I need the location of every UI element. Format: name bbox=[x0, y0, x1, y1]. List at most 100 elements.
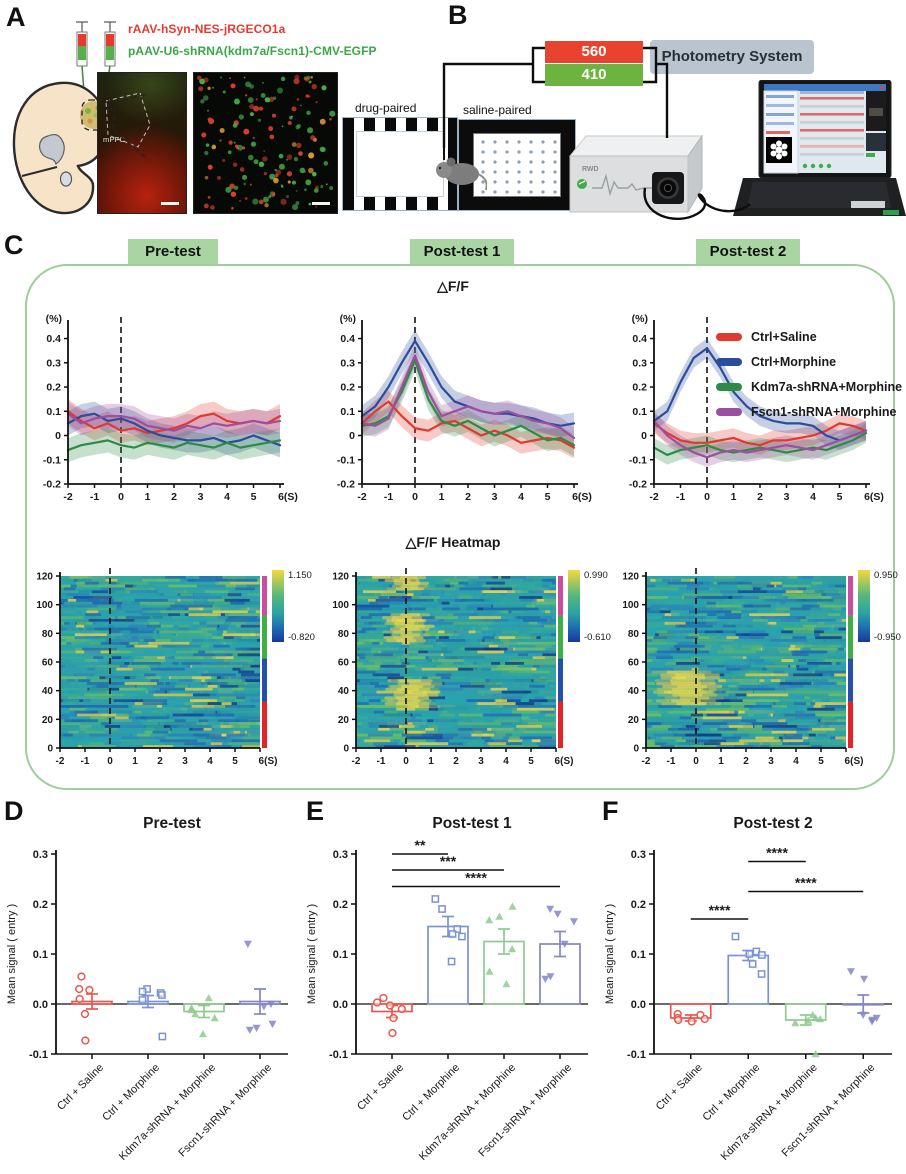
pretest-heatmap: 0 20 40 60 80 100 120 -2 -1 0 1 2 3 4 5 6(S) 1.150 -0.820 bbox=[36, 568, 315, 767]
svg-text:-2: -2 bbox=[357, 491, 366, 503]
svg-text:0.0: 0.0 bbox=[333, 999, 348, 1011]
scale-bar bbox=[312, 202, 330, 205]
svg-text:1: 1 bbox=[718, 756, 724, 767]
svg-text:Mean signal ( entry ): Mean signal ( entry ) bbox=[306, 904, 318, 1004]
svg-text:0.3: 0.3 bbox=[631, 849, 646, 861]
svg-text:120: 120 bbox=[36, 572, 53, 583]
svg-text:Ctrl + Saline: Ctrl + Saline bbox=[355, 1062, 406, 1113]
svg-text:-0.610: -0.610 bbox=[584, 632, 611, 643]
svg-text:4: 4 bbox=[207, 756, 213, 767]
panel-e-label: E bbox=[306, 796, 325, 826]
fiber-bundle-view bbox=[766, 137, 792, 163]
svg-text:2: 2 bbox=[465, 491, 471, 503]
svg-text:3: 3 bbox=[182, 756, 188, 767]
svg-text:2: 2 bbox=[453, 756, 459, 767]
svg-text:-0.1: -0.1 bbox=[337, 454, 355, 466]
svg-text:5: 5 bbox=[545, 491, 551, 503]
svg-text:60: 60 bbox=[628, 658, 640, 669]
heatmap-section-title: △F/F Heatmap bbox=[405, 534, 501, 550]
svg-text:120: 120 bbox=[332, 572, 349, 583]
svg-text:0: 0 bbox=[118, 491, 124, 503]
legend-swatch-0 bbox=[716, 333, 742, 341]
legend-swatch-1 bbox=[716, 358, 742, 366]
svg-text:0.1: 0.1 bbox=[33, 949, 48, 961]
svg-text:0: 0 bbox=[55, 430, 61, 442]
svg-text:-0.1: -0.1 bbox=[629, 454, 647, 466]
svg-text:Kdm7a-shRNA + Morphine: Kdm7a-shRNA + Morphine bbox=[417, 1062, 518, 1163]
svg-text:0.990: 0.990 bbox=[584, 570, 608, 581]
svg-text:0.0: 0.0 bbox=[33, 999, 48, 1011]
svg-text:****: **** bbox=[766, 845, 788, 861]
svg-text:Mean signal ( entry ): Mean signal ( entry ) bbox=[604, 904, 616, 1004]
trace-section-title: △F/F bbox=[437, 278, 469, 294]
posttest2-trace-chart: 0.4 0.3 0.2 0.1 0 -0.1 -0.2-2 -1 0 1 2 3 4 5 6(S) (%) bbox=[629, 313, 884, 503]
svg-text:5: 5 bbox=[528, 756, 534, 767]
svg-text:-0.950: -0.950 bbox=[874, 632, 901, 643]
svg-text:6(S): 6(S) bbox=[572, 491, 592, 503]
svg-text:40: 40 bbox=[42, 686, 54, 697]
pretest-bar-chart: Pre-test Mean signal ( entry ) 0.3 0.2 0.1 0.… bbox=[6, 815, 288, 1163]
trace-legend: Ctrl+Saline Ctrl+Morphine Kdm7a-shRNA+Mo… bbox=[716, 330, 902, 430]
svg-text:Ctrl + Morphine: Ctrl + Morphine bbox=[700, 1062, 762, 1124]
laptop bbox=[733, 80, 906, 216]
svg-text:0: 0 bbox=[107, 756, 113, 767]
svg-text:(%): (%) bbox=[46, 313, 62, 325]
drug-paired-label: drug-paired bbox=[355, 101, 417, 115]
scale-bar bbox=[161, 202, 179, 205]
svg-text:-2: -2 bbox=[642, 756, 651, 767]
legend-item-ctrl-morphine: Ctrl+Morphine bbox=[716, 355, 902, 369]
svg-text:60: 60 bbox=[42, 658, 54, 669]
svg-text:6(S): 6(S) bbox=[555, 756, 574, 767]
svg-text:***: *** bbox=[440, 853, 457, 869]
svg-text:Ctrl + Morphine: Ctrl + Morphine bbox=[100, 1062, 162, 1124]
svg-text:0.1: 0.1 bbox=[632, 406, 647, 418]
svg-text:0.3: 0.3 bbox=[33, 849, 48, 861]
svg-text:0.4: 0.4 bbox=[632, 333, 647, 345]
svg-text:Fscn1-shRNA + Morphine: Fscn1-shRNA + Morphine bbox=[476, 1062, 574, 1160]
svg-text:0: 0 bbox=[693, 756, 699, 767]
panel-a-label: A bbox=[6, 2, 26, 32]
svg-text:100: 100 bbox=[36, 600, 53, 611]
svg-text:5: 5 bbox=[818, 756, 824, 767]
svg-text:-2: -2 bbox=[649, 491, 658, 503]
legend-swatch-3 bbox=[716, 408, 742, 416]
photometry-system-label: Photometry System bbox=[650, 40, 814, 74]
pretest-trace-chart: 0.4 0.3 0.2 0.1 0 -0.1 -0.2-2 -1 0 1 2 3 4 5 6(S) (%) bbox=[43, 313, 298, 503]
svg-text:(%): (%) bbox=[632, 313, 648, 325]
svg-text:6(S): 6(S) bbox=[259, 756, 278, 767]
svg-text:-1: -1 bbox=[676, 491, 685, 503]
svg-text:0.1: 0.1 bbox=[340, 406, 355, 418]
svg-text:6(S): 6(S) bbox=[845, 756, 864, 767]
svg-text:3: 3 bbox=[478, 756, 484, 767]
svg-text:Mean signal ( entry ): Mean signal ( entry ) bbox=[6, 904, 18, 1004]
svg-text:-0.1: -0.1 bbox=[627, 1049, 646, 1061]
panel-c-label: C bbox=[4, 230, 24, 260]
posttest1-trace-chart: 0.4 0.3 0.2 0.1 0 -0.1 -0.2-2 -1 0 1 2 3 4 5 6(S) (%) bbox=[337, 313, 592, 503]
mpfc-region-label: mPFC bbox=[103, 135, 126, 144]
svg-text:-0.1: -0.1 bbox=[29, 1049, 48, 1061]
svg-text:0.2: 0.2 bbox=[33, 899, 48, 911]
svg-text:Ctrl + Saline: Ctrl + Saline bbox=[55, 1062, 106, 1113]
svg-text:80: 80 bbox=[338, 629, 350, 640]
panel-f-label: F bbox=[602, 796, 619, 826]
svg-text:80: 80 bbox=[628, 629, 640, 640]
photometry-device: RWD bbox=[568, 134, 703, 214]
wavelength-560-box: 560 bbox=[545, 41, 643, 63]
svg-text:3: 3 bbox=[198, 491, 204, 503]
device-brand: RWD bbox=[582, 166, 599, 173]
svg-text:1: 1 bbox=[731, 491, 737, 503]
svg-text:6(S): 6(S) bbox=[864, 491, 884, 503]
svg-text:0.2: 0.2 bbox=[333, 899, 348, 911]
svg-text:4: 4 bbox=[518, 491, 524, 503]
posttest1-heatmap: 0 20 40 60 80 100 120 -2 -1 0 1 2 3 4 5 6(S) 0.990 -0.610 bbox=[332, 568, 611, 767]
svg-text:20: 20 bbox=[338, 715, 350, 726]
svg-text:Kdm7a-shRNA + Morphine: Kdm7a-shRNA + Morphine bbox=[719, 1062, 820, 1163]
svg-text:80: 80 bbox=[42, 629, 54, 640]
svg-text:3: 3 bbox=[768, 756, 774, 767]
svg-text:5: 5 bbox=[232, 756, 238, 767]
svg-text:-2: -2 bbox=[352, 756, 361, 767]
svg-text:0.1: 0.1 bbox=[46, 406, 61, 418]
svg-text:60: 60 bbox=[338, 658, 350, 669]
svg-text:0: 0 bbox=[633, 744, 639, 755]
svg-text:0: 0 bbox=[641, 430, 647, 442]
